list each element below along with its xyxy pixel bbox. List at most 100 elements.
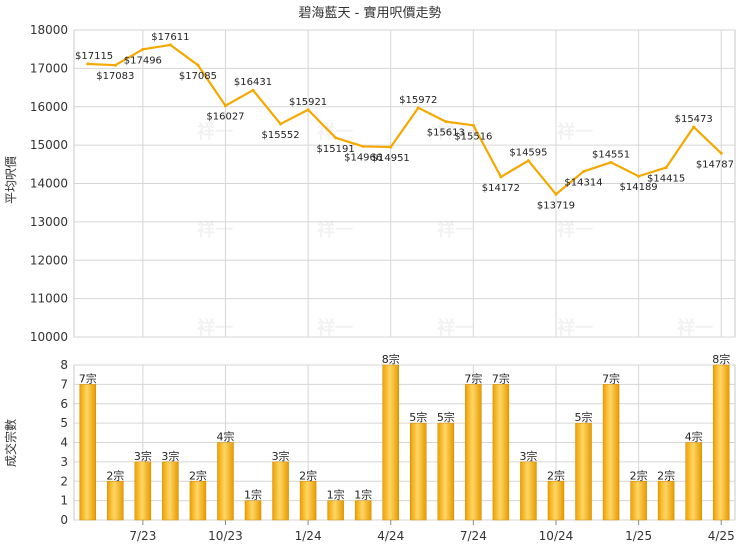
bar-y-tick-label: 7 <box>60 377 68 391</box>
line-chart-grid: 10000 11000 12000 13000 14000 15000 16000 17000… <box>30 23 736 344</box>
line-value-label: $14415 <box>647 174 685 185</box>
bar-y-tick-label: 5 <box>60 416 68 430</box>
bar <box>575 422 592 521</box>
line-point <box>251 88 255 92</box>
bar <box>657 481 675 521</box>
line-value-label: $15921 <box>289 97 327 108</box>
line-point <box>637 174 641 178</box>
line-value-label: $15191 <box>317 144 355 155</box>
x-tick-label: 4/25 <box>708 529 735 543</box>
bar <box>107 481 124 521</box>
bar-value-label: 4宗 <box>685 430 703 444</box>
watermark-text: 祥一 <box>197 219 233 241</box>
bar-value-label: 8宗 <box>382 352 400 366</box>
bar-chart-grid: 0 1 2 3 4 5 6 7 8 7/23 10/23 1/24 4/24 7/24 10/24 1/25 4… <box>60 358 736 543</box>
line-value-label: $16431 <box>234 77 272 88</box>
bar-value-label: 1宗 <box>327 488 345 502</box>
bar <box>327 500 344 521</box>
line-point <box>168 43 172 47</box>
line-y-tick-label: 13000 <box>30 215 68 229</box>
watermark-text: 祥一 <box>197 121 233 143</box>
line-value-label: $17083 <box>96 71 134 82</box>
bar-value-label: 4宗 <box>216 430 234 444</box>
x-tick-label: 10/23 <box>208 529 243 543</box>
line-point <box>389 145 393 149</box>
bar-value-label: 5宗 <box>409 410 427 424</box>
bar-y-tick-label: 6 <box>60 397 68 411</box>
x-tick-label: 7/24 <box>460 529 487 543</box>
bar-y-tick-label: 1 <box>60 494 68 508</box>
line-value-label: $15552 <box>261 130 299 141</box>
bar <box>134 461 152 521</box>
line-point <box>334 136 338 140</box>
bar <box>547 481 565 521</box>
bar-value-label: 7宗 <box>492 371 510 385</box>
bar <box>217 442 234 521</box>
watermark-text: 祥一 <box>677 317 713 339</box>
bar-value-label: 7宗 <box>79 371 97 385</box>
line-y-tick-label: 14000 <box>30 177 68 191</box>
line-value-label: $14595 <box>509 148 547 159</box>
line-series <box>86 43 723 196</box>
bar-value-label: 3宗 <box>134 449 152 463</box>
watermark-text: 祥一 <box>557 219 593 241</box>
line-point <box>196 63 200 67</box>
line-point <box>86 62 90 66</box>
bar-value-label: 2宗 <box>657 468 675 482</box>
line-point <box>554 192 558 196</box>
line-y-tick-label: 15000 <box>30 138 68 152</box>
watermark-text: 祥一 <box>437 219 473 241</box>
bar <box>382 364 399 521</box>
line-y-tick-label: 10000 <box>30 330 68 344</box>
bar <box>299 481 317 521</box>
line-value-label: $14189 <box>620 182 658 193</box>
data-labels: 7宗 2宗 3宗 3宗 2宗 4宗 1宗 3宗 2宗 1宗 1宗 8宗 5宗 5宗 7宗 7宗 3宗 2宗 5宗 7宗… <box>75 32 734 502</box>
bar-value-label: 2宗 <box>299 468 317 482</box>
bar-y-axis-label: 成交宗數 <box>3 419 18 467</box>
line-y-tick-label: 17000 <box>30 61 68 75</box>
line-value-label: $17115 <box>75 51 113 62</box>
line-value-label: $15613 <box>427 128 465 139</box>
line-point <box>416 106 420 110</box>
line-value-label: $14951 <box>372 153 410 164</box>
bar-value-label: 7宗 <box>464 371 482 385</box>
line-y-tick-label: 16000 <box>30 100 68 114</box>
bar <box>465 384 482 521</box>
line-value-label: $14314 <box>564 177 602 188</box>
watermark-text: 祥一 <box>557 121 593 143</box>
line-point <box>361 144 365 148</box>
bar <box>437 422 455 521</box>
line-point <box>692 125 696 129</box>
chart-title: 碧海藍天 - 實用呎價走勢 <box>299 5 442 21</box>
x-tick-label: 1/24 <box>295 529 322 543</box>
line-value-label: $15516 <box>454 131 492 142</box>
line-value-label: $14966 <box>344 152 382 163</box>
line-value-label: $17496 <box>124 55 162 66</box>
line-value-label: $15972 <box>399 95 437 106</box>
bar-value-label: 3宗 <box>272 449 290 463</box>
line-value-label: $17611 <box>151 32 189 43</box>
line-point <box>471 123 475 127</box>
bar-value-label: 2宗 <box>189 468 207 482</box>
bar-value-label: 8宗 <box>712 352 730 366</box>
line-value-label: $14551 <box>592 149 630 160</box>
bar-value-label: 7宗 <box>602 371 620 385</box>
line-point <box>223 104 227 108</box>
bar <box>520 461 537 521</box>
bar <box>79 384 97 521</box>
watermark-text: 祥一 <box>437 317 473 339</box>
bar-value-label: 2宗 <box>630 468 648 482</box>
bar-value-label: 3宗 <box>519 449 537 463</box>
bar <box>492 384 510 521</box>
x-tick-label: 10/24 <box>539 529 574 543</box>
bar-value-label: 3宗 <box>161 449 179 463</box>
line-y-tick-label: 12000 <box>30 253 68 267</box>
line-point <box>609 160 613 164</box>
bar-y-tick-label: 4 <box>60 436 68 450</box>
line-point <box>582 169 586 173</box>
line-value-label: $15473 <box>675 114 713 125</box>
bar <box>712 364 730 521</box>
line-point <box>664 166 668 170</box>
